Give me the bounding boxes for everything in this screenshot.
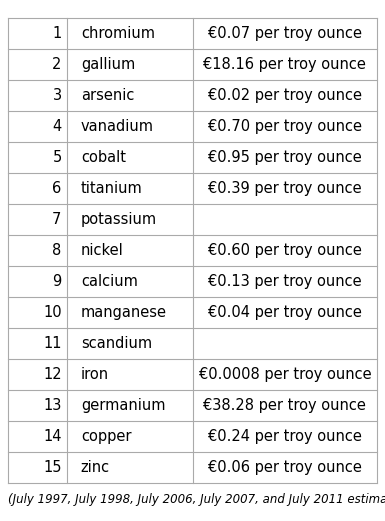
Text: copper: copper xyxy=(81,429,131,444)
Text: 12: 12 xyxy=(43,367,62,382)
Text: €0.04 per troy ounce: €0.04 per troy ounce xyxy=(208,305,362,320)
Text: 8: 8 xyxy=(52,243,62,258)
Text: 2: 2 xyxy=(52,57,62,72)
Text: calcium: calcium xyxy=(81,274,138,289)
Text: potassium: potassium xyxy=(81,212,157,227)
Text: scandium: scandium xyxy=(81,336,152,351)
Text: cobalt: cobalt xyxy=(81,150,126,165)
Text: vanadium: vanadium xyxy=(81,119,154,134)
Text: nickel: nickel xyxy=(81,243,124,258)
Text: 5: 5 xyxy=(52,150,62,165)
Text: €0.24 per troy ounce: €0.24 per troy ounce xyxy=(208,429,362,444)
Text: €38.28 per troy ounce: €38.28 per troy ounce xyxy=(203,398,367,413)
Text: 11: 11 xyxy=(43,336,62,351)
Text: 3: 3 xyxy=(52,88,62,103)
Text: €0.07 per troy ounce: €0.07 per troy ounce xyxy=(208,26,362,41)
Text: €0.95 per troy ounce: €0.95 per troy ounce xyxy=(208,150,362,165)
Text: €0.13 per troy ounce: €0.13 per troy ounce xyxy=(208,274,362,289)
Text: 4: 4 xyxy=(52,119,62,134)
Text: 10: 10 xyxy=(43,305,62,320)
Text: gallium: gallium xyxy=(81,57,135,72)
Text: 15: 15 xyxy=(43,460,62,475)
Text: arsenic: arsenic xyxy=(81,88,134,103)
Text: 14: 14 xyxy=(43,429,62,444)
Text: 7: 7 xyxy=(52,212,62,227)
Text: €0.70 per troy ounce: €0.70 per troy ounce xyxy=(208,119,362,134)
Text: €0.39 per troy ounce: €0.39 per troy ounce xyxy=(208,181,362,196)
Text: chromium: chromium xyxy=(81,26,155,41)
Text: 9: 9 xyxy=(52,274,62,289)
Text: €0.60 per troy ounce: €0.60 per troy ounce xyxy=(208,243,362,258)
Text: manganese: manganese xyxy=(81,305,167,320)
Text: €0.02 per troy ounce: €0.02 per troy ounce xyxy=(208,88,362,103)
Text: 6: 6 xyxy=(52,181,62,196)
Text: iron: iron xyxy=(81,367,109,382)
Text: 13: 13 xyxy=(43,398,62,413)
Text: zinc: zinc xyxy=(81,460,110,475)
Text: €18.16 per troy ounce: €18.16 per troy ounce xyxy=(203,57,367,72)
Text: 1: 1 xyxy=(52,26,62,41)
Text: €0.06 per troy ounce: €0.06 per troy ounce xyxy=(208,460,362,475)
Text: titanium: titanium xyxy=(81,181,142,196)
Text: (July 1997, July 1998, July 2006, July 2007, and July 2011 estimates): (July 1997, July 1998, July 2006, July 2… xyxy=(8,493,385,505)
Text: germanium: germanium xyxy=(81,398,165,413)
Text: €0.0008 per troy ounce: €0.0008 per troy ounce xyxy=(199,367,371,382)
